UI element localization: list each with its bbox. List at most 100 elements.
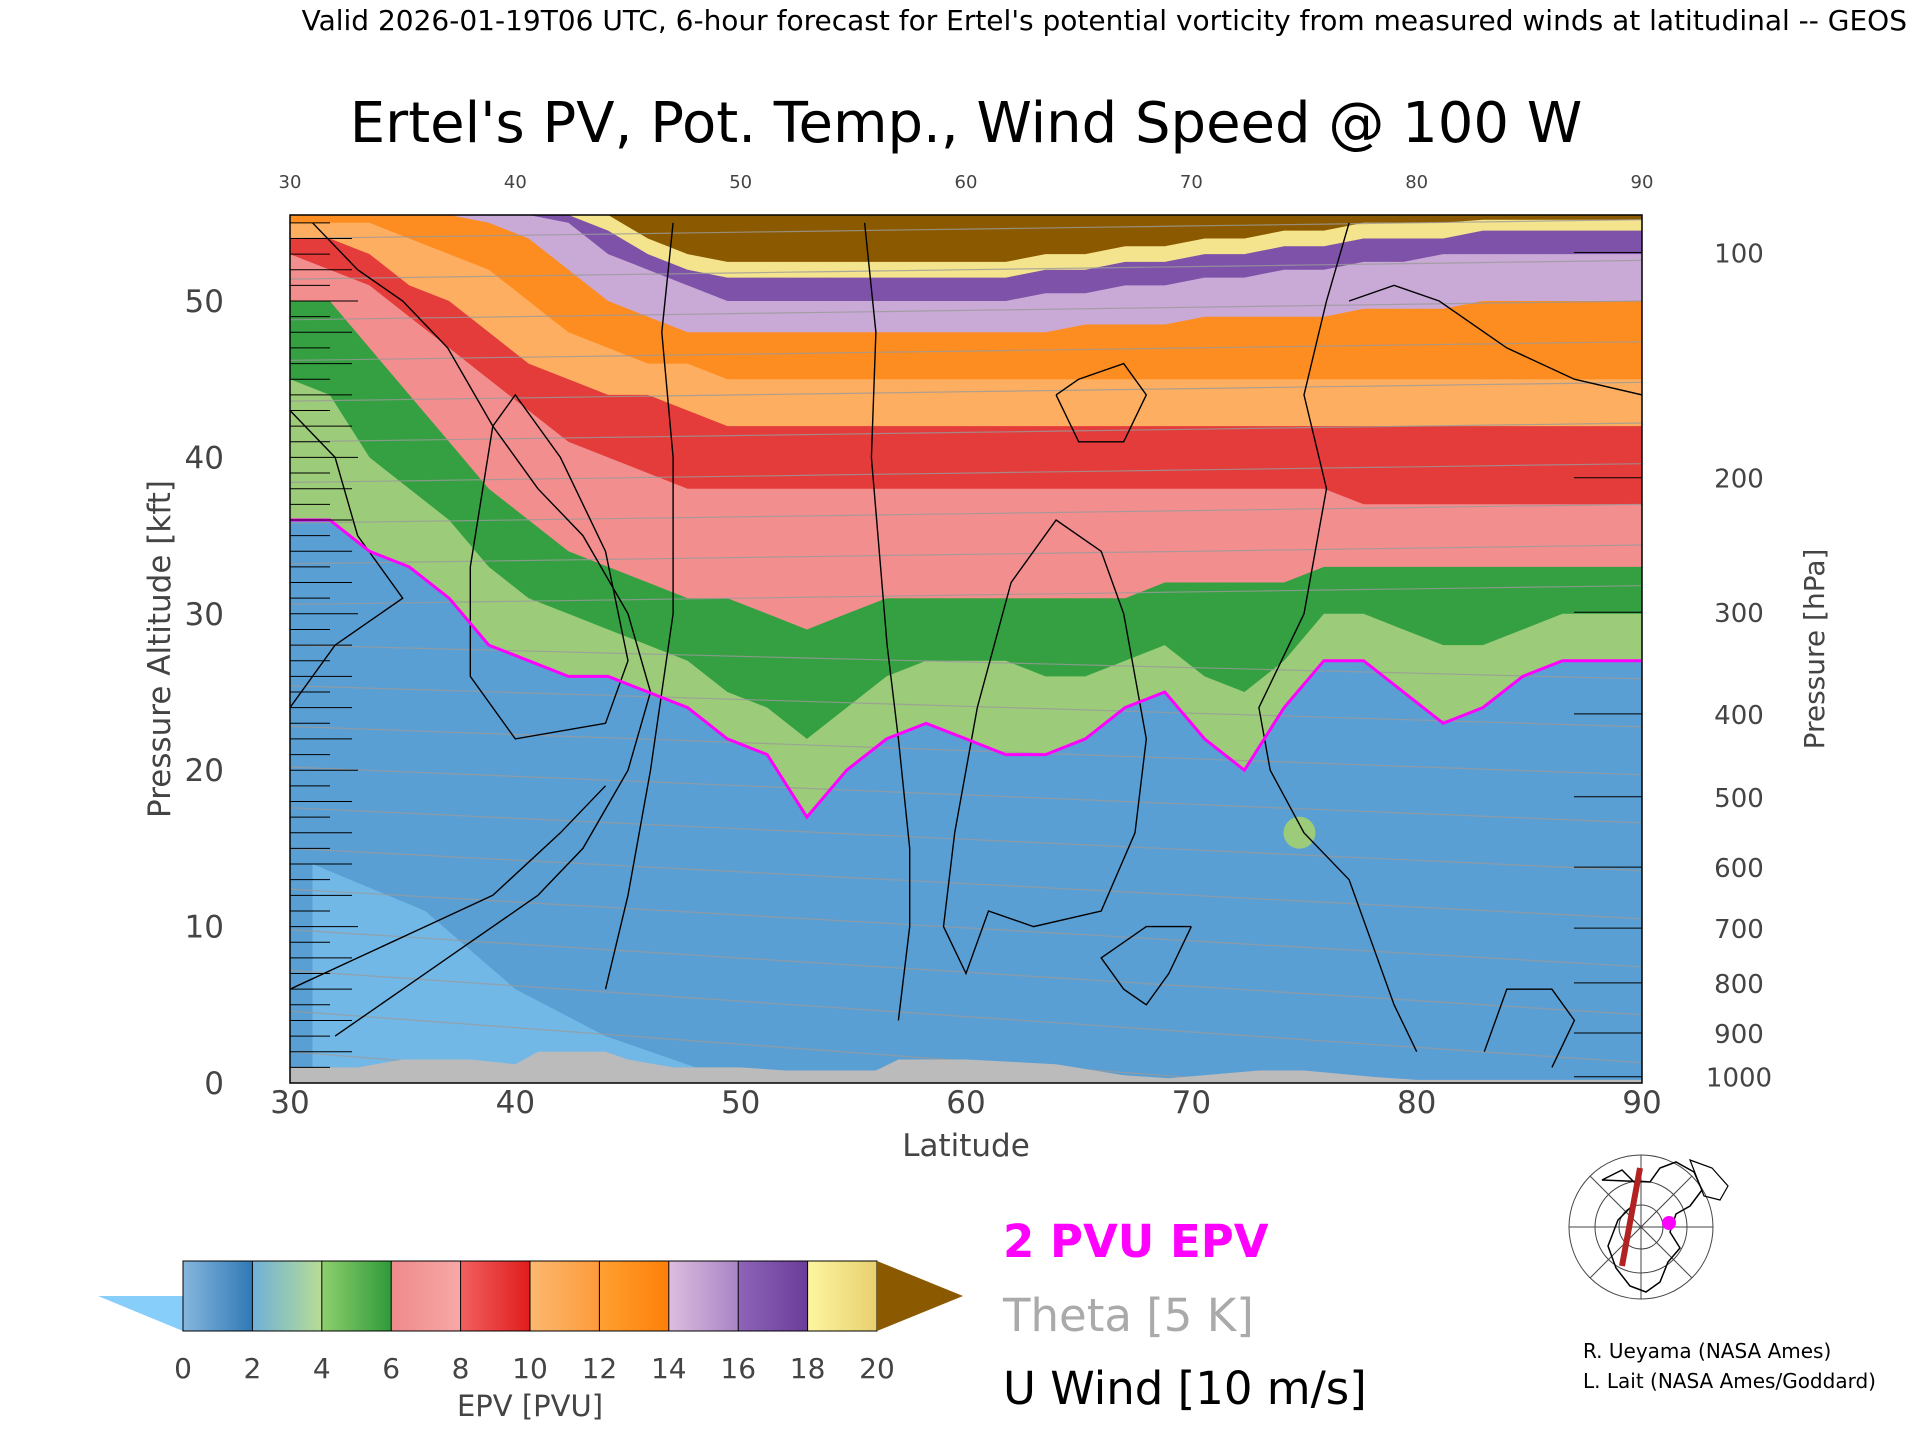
colorbar-tick-label: 16 [720,1352,756,1385]
y-tick-label: 30 [185,597,224,633]
colorbar-segment [738,1261,809,1331]
credit-line-1: R. Ueyama (NASA Ames) [1583,1339,1831,1363]
colorbar-segments [182,1260,878,1332]
theta-line [290,544,1642,565]
y-tick-label: 10 [185,910,224,946]
colorbar-segment [668,1261,739,1331]
pressure-tick-label: 400 [1714,701,1764,731]
pressure-axis-label: Pressure [hPa] [1798,549,1831,750]
map-inset-icon [1543,1153,1739,1301]
colorbar-tick-label: 10 [512,1352,548,1385]
x-top-tick-label: 50 [729,172,752,193]
theta-line [290,685,1642,728]
colorbar-tick-label: 12 [582,1352,618,1385]
colorbar-tick-label: 14 [651,1352,687,1385]
pv-blob [1283,816,1316,849]
x-tick-label: 40 [496,1085,535,1121]
pressure-tick-label: 800 [1714,970,1764,1000]
colorbar-segment [599,1261,670,1331]
pressure-tick-label: 1000 [1706,1064,1772,1094]
u-wind-contour [1055,362,1148,443]
x-tick-label: 60 [946,1085,985,1121]
colorbar-label: EPV [PVU] [457,1389,603,1423]
colorbar-ticks: 0 2 4 6 8 10 12 14 16 18 20 [174,1352,895,1385]
theta-line [290,644,1642,680]
x-axis-label: Latitude [902,1128,1030,1164]
pv-layer-20 [290,215,1642,262]
valid-header: Valid 2026-01-19T06 UTC, 6-hour forecast… [302,4,1907,37]
pressure-tick-label: 600 [1714,854,1764,884]
theta-line [290,847,1642,920]
colorbar-tick-label: 20 [859,1352,895,1385]
x-tick-label: 80 [1397,1085,1436,1121]
theta-line [290,341,1642,361]
theta-line [290,969,1642,1064]
y-tick-label: 40 [185,440,224,476]
right-inner-ticks [1574,252,1642,1078]
legend-wind: U Wind [10 m/s] [1003,1362,1367,1415]
theta-line [290,888,1642,968]
x-axis-ticks-top: 30 40 50 60 70 80 90 [279,172,1654,193]
colorbar-tick-label: 18 [790,1352,826,1385]
pressure-tick-label: 700 [1714,915,1764,945]
pressure-tick-label: 300 [1714,599,1764,629]
colorbar-segment [460,1261,531,1331]
u-wind-contour [604,222,674,990]
u-wind-contour [942,519,1148,976]
colorbar-segment [807,1261,878,1331]
u-wind-contour [1100,925,1192,1006]
theta-line [290,503,1642,524]
pressure-tick-label: 900 [1714,1020,1764,1050]
colorbar-tick-label: 6 [382,1352,400,1385]
theta-contours [290,219,1642,1083]
x-tick-label: 70 [1172,1085,1211,1121]
x-tick-label: 30 [270,1085,309,1121]
colorbar-tick-label: 4 [313,1352,331,1385]
theta-line [290,219,1642,240]
ground-mask [290,1051,1642,1083]
legend-pv2: 2 PVU EPV [1003,1215,1269,1268]
x-axis-ticks-bottom: 30 40 50 60 70 80 90 [270,1085,1661,1121]
chart-title: Ertel's PV, Pot. Temp., Wind Speed @ 100… [350,91,1582,156]
colorbar-tick-label: 2 [243,1352,261,1385]
colorbar-segment [321,1261,392,1331]
x-top-tick-label: 40 [504,172,527,193]
theta-line [290,807,1642,872]
x-top-tick-label: 60 [955,172,978,193]
y-axis-ticks: 0 10 20 30 40 50 [185,284,224,1102]
pressure-tick-label: 200 [1714,465,1764,495]
plot-frame [289,214,1643,1084]
plot-area [289,214,1643,1084]
theta-line [290,422,1642,443]
theta-line [290,585,1642,605]
colorbar-tick-label: 0 [174,1352,192,1385]
colorbar-over-triangle [877,1261,963,1331]
left-inner-ticks [290,222,358,1068]
y-axis-label: Pressure Altitude [kft] [142,480,178,818]
colorbar-segment [530,1261,600,1331]
credit-line-2: L. Lait (NASA Ames/Goddard) [1583,1369,1876,1393]
x-top-tick-label: 30 [279,172,302,193]
colorbar: 0 2 4 6 8 10 12 14 16 18 20 EPV [PVU] [98,1260,963,1423]
pressure-tick-label: 500 [1714,784,1764,814]
theta-line [290,259,1642,280]
x-tick-label: 90 [1622,1085,1661,1121]
theta-line [290,766,1642,824]
legend-theta: Theta [5 K] [1002,1289,1254,1342]
theta-line [290,381,1642,402]
theta-line [290,463,1642,483]
colorbar-tick-label: 8 [452,1352,470,1385]
theta-line [290,725,1642,776]
pv-2-contour [290,518,1642,820]
u-wind-contour [863,222,911,1021]
theta-line [290,300,1642,321]
y-tick-label: 50 [185,284,224,320]
x-tick-label: 50 [721,1085,760,1121]
colorbar-segment [252,1261,323,1331]
u-wind-contour [290,785,607,990]
u-wind-contour [290,410,404,709]
pressure-tick-label: 100 [1714,240,1764,270]
x-top-tick-label: 90 [1631,172,1654,193]
u-wind-contour [1483,988,1576,1068]
